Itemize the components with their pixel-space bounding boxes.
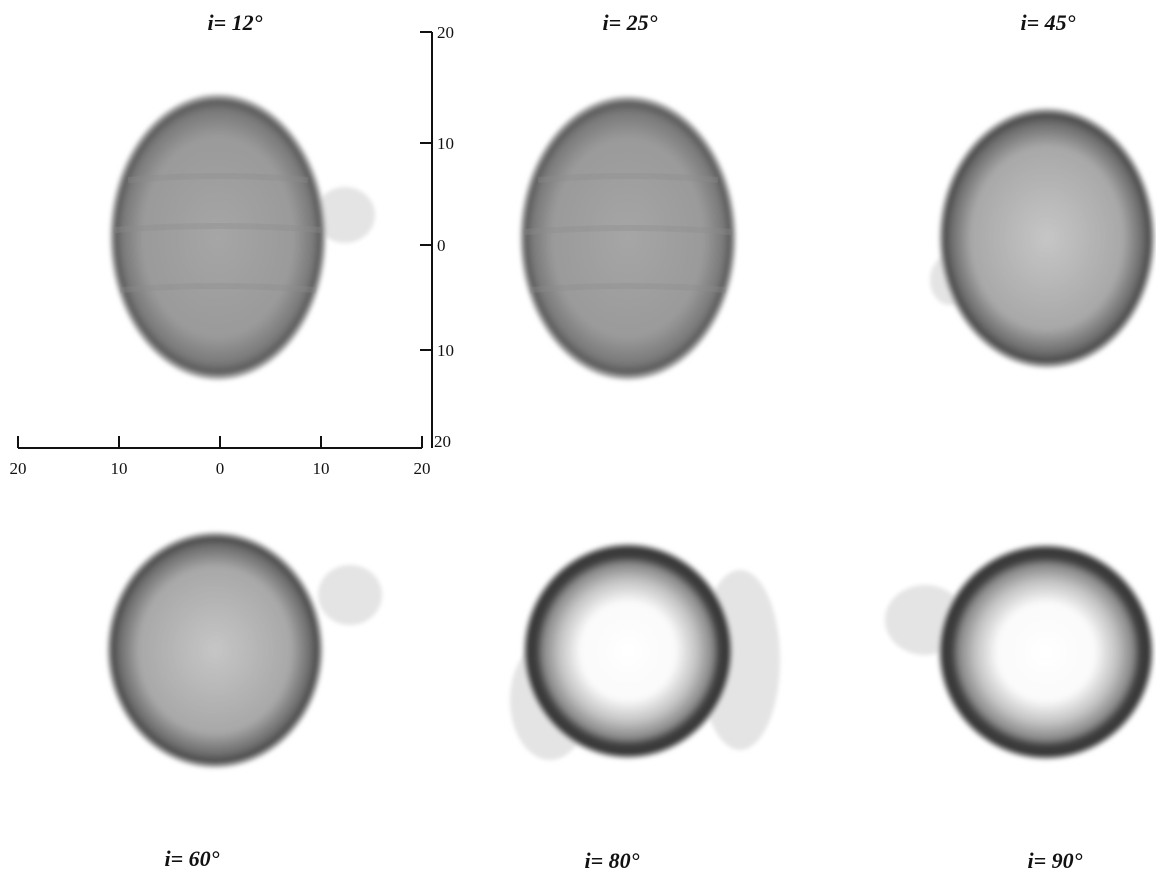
y-tick-label: 20 [437, 23, 454, 42]
x-tick-label: 10 [313, 459, 330, 478]
panel-label: i= 60° [165, 846, 220, 871]
panel-label: i= 12° [208, 10, 263, 35]
y-tick-label: 20 [434, 432, 451, 451]
panel-label: i= 80° [585, 848, 640, 873]
image [110, 94, 326, 380]
image [938, 544, 1154, 760]
panel-label: i= 45° [1021, 10, 1076, 35]
x-tick-label: 0 [216, 459, 225, 478]
x-tick-label: 20 [414, 459, 431, 478]
y-tick-label: 0 [437, 236, 446, 255]
x-tick-label: 20 [10, 459, 27, 478]
panel-label: i= 25° [603, 10, 658, 35]
y-tick-label: 10 [437, 341, 454, 360]
axes [17, 31, 433, 449]
image [520, 96, 736, 380]
image [107, 532, 323, 768]
image [939, 108, 1155, 368]
image [523, 543, 733, 759]
x-tick-label: 10 [111, 459, 128, 478]
panel-label: i= 90° [1028, 848, 1083, 873]
y-tick-label: 10 [437, 134, 454, 153]
bands [114, 173, 732, 293]
